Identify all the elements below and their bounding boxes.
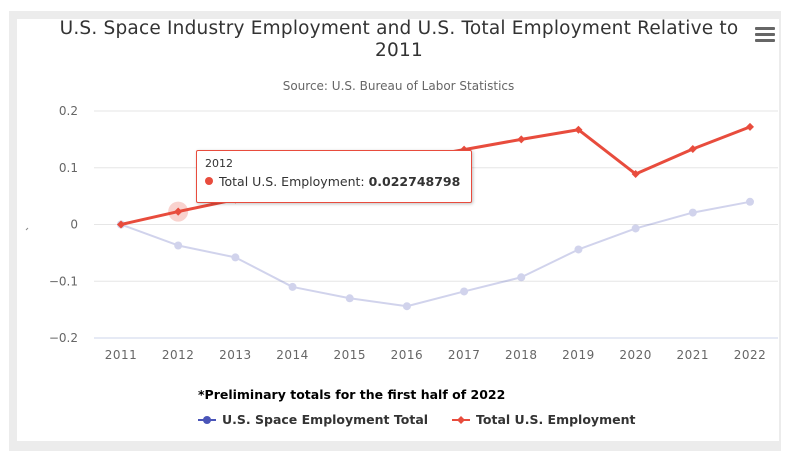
legend: U.S. Space Employment Total Total U.S. E…	[198, 412, 635, 427]
y-tick-label: −0.1	[49, 274, 78, 288]
x-tick-label: 2011	[105, 348, 138, 362]
footnote: *Preliminary totals for the first half o…	[198, 387, 506, 402]
tooltip: 2012 Total U.S. Employment: 0.022748798	[196, 150, 472, 203]
x-tick-label: 2019	[562, 348, 595, 362]
legend-label-total-employment: Total U.S. Employment	[476, 412, 636, 427]
x-tick-label: 2018	[505, 348, 538, 362]
data-point	[574, 125, 583, 134]
data-point	[688, 208, 697, 217]
data-point	[746, 197, 754, 206]
data-point	[117, 220, 125, 229]
chart-subtitle: Source: U.S. Bureau of Labor Statistics	[282, 79, 515, 93]
data-point	[574, 245, 583, 254]
legend-label-space-employment: U.S. Space Employment Total	[222, 412, 429, 427]
stray-mark	[25, 227, 29, 231]
chart-card	[17, 19, 779, 441]
data-point	[231, 253, 240, 262]
legend-diamond-marker-icon	[452, 415, 471, 424]
x-tick-label: 2017	[448, 348, 481, 362]
data-point	[402, 302, 411, 311]
tooltip-series-dot	[205, 177, 213, 185]
hamburger-menu-icon[interactable]	[755, 27, 775, 43]
y-tick-label: 0	[70, 218, 78, 232]
series-space-employment	[117, 197, 754, 311]
data-point	[288, 282, 297, 291]
tooltip-x-label: 2012	[205, 157, 233, 170]
chart-title: U.S. Space Industry Employment and U.S. …	[59, 18, 739, 61]
x-tick-label: 2012	[162, 348, 195, 362]
hovered-data-point	[174, 207, 183, 216]
legend-item-space-employment[interactable]: U.S. Space Employment Total	[198, 412, 428, 427]
tooltip-series-label: Total U.S. Employment:	[219, 174, 369, 189]
data-point	[688, 145, 697, 154]
data-point	[517, 273, 526, 282]
y-tick-label: 0.2	[59, 104, 78, 118]
data-point	[517, 135, 526, 144]
series-line	[120, 200, 751, 308]
data-point	[631, 169, 640, 178]
y-tick-label: 0.1	[59, 161, 78, 175]
tooltip-row: Total U.S. Employment: 0.022748798	[205, 174, 460, 189]
data-point	[460, 287, 469, 296]
x-tick-label: 2016	[391, 348, 424, 362]
y-tick-label: −0.2	[49, 331, 78, 345]
x-tick-label: 2015	[333, 348, 366, 362]
legend-circle-marker-icon	[198, 415, 216, 424]
data-point	[174, 241, 183, 250]
x-tick-label: 2013	[219, 348, 252, 362]
data-point	[631, 224, 640, 233]
data-point	[746, 122, 754, 131]
x-tick-label: 2020	[619, 348, 652, 362]
data-point	[345, 294, 354, 303]
x-tick-label: 2022	[734, 348, 767, 362]
x-tick-label: 2021	[677, 348, 710, 362]
legend-item-total-employment[interactable]: Total U.S. Employment	[452, 412, 635, 427]
tooltip-value: 0.022748798	[368, 174, 461, 189]
x-tick-label: 2014	[276, 348, 309, 362]
